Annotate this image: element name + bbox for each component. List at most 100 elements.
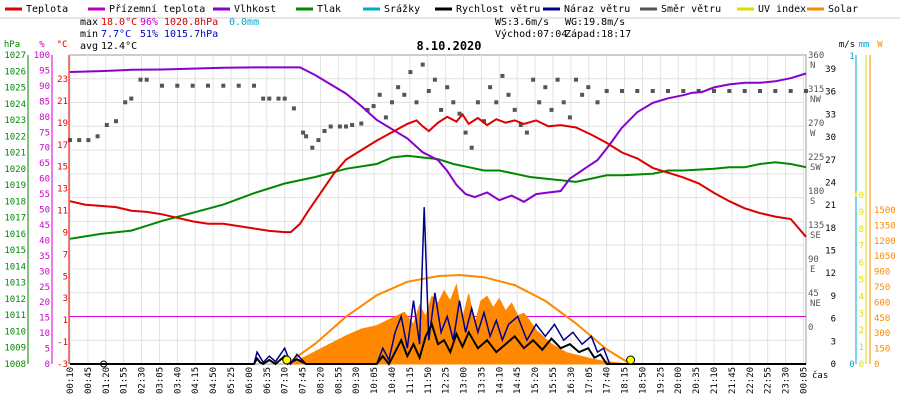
x-tick-label: 20:00 <box>674 367 684 394</box>
wind-direction-point <box>758 89 762 93</box>
axis-pct-tick: 25 <box>39 283 50 293</box>
wind-direction-point <box>328 124 333 129</box>
axis-direction-degrees: 0 <box>808 323 813 333</box>
wind-direction-point <box>144 77 149 82</box>
axis-hpa-tick: 1011 <box>4 311 26 321</box>
axis-ms-tick: 39 <box>825 65 836 75</box>
legend-label: Náraz větru <box>564 3 630 15</box>
axis-pct-tick: 80 <box>39 113 50 123</box>
wind-direction-point <box>788 89 793 93</box>
axis-pct-tick: 60 <box>39 175 50 185</box>
wind-direction-point <box>304 134 309 139</box>
rain-marker <box>100 360 108 368</box>
wind-direction-point <box>377 92 382 97</box>
axis-mm-unit: mm <box>859 40 870 50</box>
stat-min-label: min <box>80 29 98 40</box>
wind-direction-point <box>95 134 100 139</box>
wind-direction-point <box>114 119 118 124</box>
wind-direction-point <box>390 100 394 105</box>
sunrise-marker <box>282 355 292 365</box>
axis-ms-tick: 33 <box>825 110 836 120</box>
axis-degc-tick: -3 <box>57 360 68 370</box>
wind-direction-point <box>267 96 272 101</box>
wind-direction-point <box>344 124 348 129</box>
wind-direction-point <box>567 115 572 120</box>
wind-direction-point <box>68 138 72 143</box>
axis-direction-cardinal: SW <box>810 163 821 173</box>
axis-direction-cardinal: NE <box>810 299 821 309</box>
axis-degc-unit: °C <box>57 40 68 50</box>
wind-direction-point <box>500 73 505 78</box>
wind-direction-point <box>322 129 327 133</box>
x-tick-label: 03:05 <box>155 367 165 394</box>
axis-degc-tick: 21 <box>57 97 68 107</box>
wind-direction-point <box>129 96 134 101</box>
axis-direction-cardinal: S <box>810 197 815 207</box>
plot-area <box>68 62 808 368</box>
x-tick-label: 00:05 <box>799 367 809 394</box>
x-tick-label: 17:05 <box>585 367 595 394</box>
x-tick-label: 15:20 <box>531 367 541 394</box>
axis-pct-tick: 75 <box>39 128 50 138</box>
axis-hpa-tick: 1013 <box>4 279 26 289</box>
wind-direction-point <box>512 107 517 112</box>
x-tick-label: 18:15 <box>621 367 631 394</box>
wind-direction-point <box>359 121 364 126</box>
axis-degc-tick: 19 <box>57 119 68 129</box>
stat-max-pressure: 1020.8hPa <box>164 17 218 28</box>
axis-w-tick: 600 <box>874 298 890 308</box>
series-humidity-line <box>69 66 807 203</box>
wind-direction-point <box>494 100 499 105</box>
x-tick-label: 13:35 <box>477 367 487 394</box>
axis-uv-tick: 1 <box>859 343 864 353</box>
axis-w-tick: 150 <box>874 345 890 355</box>
stat-min-humidity: 51% <box>140 29 158 40</box>
wind-direction-point <box>666 89 670 93</box>
axis-ms-tick: 30 <box>825 133 836 143</box>
wind-direction-point <box>451 100 456 105</box>
axis-hpa-tick: 1008 <box>4 360 26 370</box>
x-tick-label: 06:00 <box>245 367 255 394</box>
axis-pct-tick: 85 <box>39 97 50 107</box>
axis-pct-tick: 55 <box>39 190 50 200</box>
wind-direction-point <box>236 83 241 88</box>
legend-label: Přízemní teplota <box>109 3 205 15</box>
wind-direction-point <box>138 77 143 82</box>
axis-ms-tick: 3 <box>831 337 836 347</box>
axis-ms-tick: 27 <box>825 156 836 166</box>
axis-mm-tick: 1 <box>849 52 854 62</box>
wind-direction-point <box>537 100 542 105</box>
x-tick-label: 15:55 <box>549 367 559 394</box>
wind-direction-point <box>457 111 462 116</box>
series-temperature-line <box>69 112 807 238</box>
wind-direction-point <box>276 96 281 101</box>
wind-direction-point <box>316 138 321 143</box>
legend-label: Vlhkost <box>234 4 276 15</box>
axis-uv-tick: 6 <box>859 259 864 269</box>
wind-direction-point <box>282 96 287 101</box>
wind-direction-point <box>650 89 655 93</box>
wind-direction-point <box>543 85 548 90</box>
axis-ms-tick: 24 <box>825 178 836 188</box>
axis-degc-tick: 9 <box>63 228 68 238</box>
wind-direction-point <box>402 92 407 97</box>
axis-pct-tick: 40 <box>39 236 50 246</box>
axis-pct-tick: 20 <box>39 298 50 308</box>
axis-degc-tick: 7 <box>63 250 68 260</box>
axis-hpa-tick: 1024 <box>4 100 26 110</box>
x-tick-label: 07:10 <box>281 367 291 394</box>
stat-min-pressure: 1015.7hPa <box>164 29 218 40</box>
x-tick-label: 03:40 <box>173 367 183 394</box>
axis-pct-tick: 100 <box>34 51 50 61</box>
axis-direction-cardinal: SE <box>810 231 821 241</box>
stat-avg-temp: 12.4°C <box>101 41 137 52</box>
axis-hpa-tick: 1016 <box>4 230 26 240</box>
axis-ms-tick: 9 <box>831 292 836 302</box>
wind-direction-point <box>549 107 554 112</box>
axis-direction-degrees: 360 <box>808 51 824 61</box>
axis-hpa-tick: 1020 <box>4 165 26 175</box>
x-tick-label: 13:00 <box>460 367 470 394</box>
x-tick-label: 11:50 <box>424 367 434 394</box>
axis-direction-degrees: 135 <box>808 221 824 231</box>
axis-ms-tick: 12 <box>825 269 836 279</box>
